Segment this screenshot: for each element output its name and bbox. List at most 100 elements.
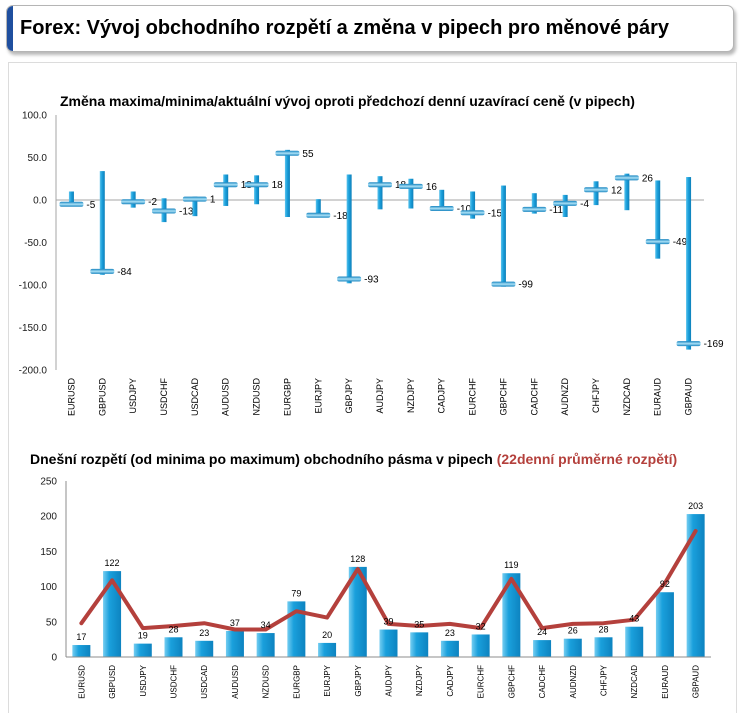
chart1-range-bar: [315, 199, 321, 217]
chart2-bar: [195, 640, 214, 657]
chart1-range-bar: [192, 196, 198, 217]
chart1-current-marker: [522, 206, 547, 212]
page-title: Forex: Vývoj obchodního rozpětí a změna …: [20, 17, 670, 39]
chart2-bar: [563, 638, 582, 657]
chart1-value-label: -18: [333, 211, 348, 222]
chart2-y-tick-label: 100: [40, 582, 57, 593]
chart1-range-bar: [377, 176, 383, 210]
chart1-range-bar: [470, 191, 476, 219]
page-header: Forex: Vývoj obchodního rozpětí a změna …: [6, 5, 734, 52]
chart2-y-tick-label: 250: [40, 477, 57, 488]
chart2-y-tick-label: 150: [40, 547, 57, 558]
chart1-range-bar: [655, 180, 661, 259]
chart1-range-bar: [346, 174, 352, 284]
chart2-category-label: USDJPY: [139, 664, 148, 696]
chart1-current-marker: [645, 239, 670, 245]
chart2-bar: [471, 634, 490, 657]
chart2-category-label: CADJPY: [446, 664, 455, 696]
chart1-range-bar: [99, 171, 105, 275]
chart1-range-bar: [408, 178, 414, 209]
chart2-value-label: 20: [322, 630, 332, 640]
chart1-current-marker: [152, 208, 176, 214]
chart2-category-label: GBPCHF: [507, 665, 516, 698]
chart1-value-label: -4: [580, 199, 589, 210]
chart1-value-label: -15: [488, 208, 503, 219]
chart2-value-label: 24: [537, 627, 547, 637]
chart2-category-label: GBPJPY: [354, 664, 363, 696]
chart1-value-label: -13: [179, 207, 194, 218]
chart2-category-label: EURGBP: [292, 665, 301, 699]
chart1-category-label: USDCHF: [159, 377, 169, 415]
chart2-value-label: 19: [138, 631, 148, 641]
chart2-bar: [625, 626, 644, 657]
chart2-category-label: AUDNZD: [569, 665, 578, 699]
chart2-category-label: USDCHF: [170, 665, 179, 698]
header-accent-bar: [7, 6, 13, 51]
chart1-value-label: -84: [117, 267, 132, 278]
chart1-range-bar: [254, 175, 260, 205]
chart1-category-label: GBPCHF: [498, 378, 508, 416]
chart1-range-bar: [500, 185, 506, 287]
chart2-bar: [348, 566, 367, 657]
chart1-current-marker: [275, 150, 300, 156]
chart1-value-label: -5: [86, 200, 95, 211]
chart1-plot: 100.0 50.0 0.0 -50.0 -100.0 -150.0 -200.0 -5 EUR…: [19, 111, 724, 417]
chart1-value-label: 16: [426, 182, 438, 193]
chart1-current-marker: [584, 187, 608, 193]
chart1-category-label: USDJPY: [128, 378, 138, 414]
chart2-value-label: 119: [504, 560, 518, 570]
chart1-current-marker: [337, 276, 362, 282]
chart2-category-label: NZDJPY: [415, 664, 424, 696]
chart1-value-label: 18: [272, 180, 284, 191]
chart1-range-bar: [68, 191, 74, 206]
chart1-value-label: 26: [642, 173, 654, 184]
chart1-current-marker: [368, 182, 392, 188]
chart2-value-label: 32: [476, 621, 486, 631]
chart1-y-tick-label: -100.0: [19, 281, 48, 292]
chart2-value-label: 26: [568, 626, 578, 636]
chart2-category-label: GBPAUD: [692, 665, 701, 698]
chart1-range-bar: [531, 193, 537, 214]
chart1-range-bar: [439, 189, 445, 210]
chart1-category-label: CADJPY: [437, 378, 447, 414]
chart2-bar: [318, 642, 337, 657]
chart1-category-label: AUDNZD: [560, 378, 570, 416]
chart2-category-label: CADCHF: [538, 665, 547, 698]
chart1-current-marker: [59, 201, 84, 207]
chart2-bar: [133, 643, 152, 657]
chart2-average-line: [79, 529, 698, 632]
chart2-bar: [686, 514, 705, 657]
chart1-y-tick-label: -150.0: [19, 323, 48, 334]
chart1-current-marker: [491, 281, 516, 287]
chart2-category-label: AUDUSD: [231, 665, 240, 699]
chart1-current-marker: [460, 210, 485, 216]
chart2-value-label: 79: [291, 588, 301, 598]
chart1-category-label: NZDUSD: [252, 378, 262, 416]
chart2-category-label: USDCAD: [200, 665, 209, 699]
chart1-current-marker: [614, 175, 639, 181]
chart2-value-label: 43: [629, 614, 639, 624]
chart1-value-label: -11: [549, 205, 563, 216]
chart1-current-marker: [121, 199, 146, 205]
chart1-range-bar: [624, 173, 630, 211]
chart2-bar: [594, 637, 613, 657]
chart2-y-tick-label: 0: [51, 653, 57, 664]
chart1-y-tick-label: 100.0: [22, 111, 47, 122]
chart1-category-label: NZDCAD: [622, 378, 632, 416]
chart1-value-label: -93: [364, 275, 379, 286]
chart2-bar: [502, 573, 521, 657]
chart1-category-label: AUDUSD: [221, 378, 231, 417]
chart2-value-label: 128: [350, 554, 365, 564]
chart2-value-label: 203: [688, 501, 703, 511]
chart2-value-label: 23: [445, 628, 455, 638]
chart1-category-label: EURJPY: [313, 378, 323, 414]
chart1-range-bar: [223, 174, 229, 206]
chart2-value-label: 17: [76, 632, 86, 642]
chart2-bar: [225, 630, 244, 657]
chart2-value-label: 28: [598, 624, 608, 634]
chart1-category-label: AUDJPY: [375, 378, 385, 414]
chart2-category-label: EURJPY: [323, 664, 332, 696]
chart1-category-label: EURCHF: [468, 377, 478, 415]
chart2-bar: [410, 632, 429, 657]
